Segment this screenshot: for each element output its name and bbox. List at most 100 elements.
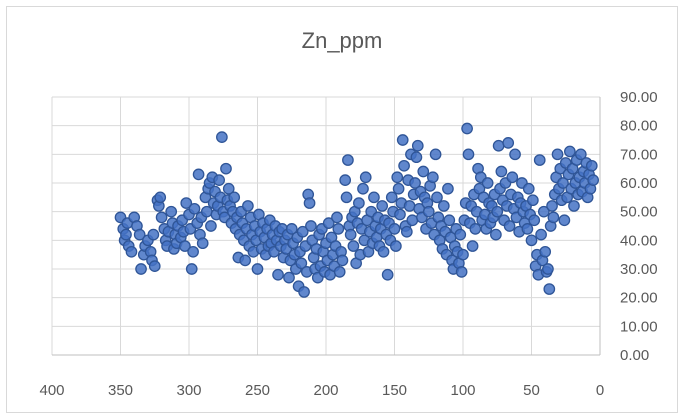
- y-tick-label: 0.00: [620, 347, 649, 364]
- data-point: [331, 211, 343, 224]
- data-point: [543, 283, 556, 295]
- data-point: [410, 151, 423, 164]
- data-point: [502, 137, 515, 149]
- data-point: [332, 223, 345, 235]
- y-tick-labels: 0.00 10.00 20.00 30.00 40.00 50.00 60.00 70.00 8…: [620, 89, 658, 364]
- data-point: [528, 214, 541, 227]
- x-tick-label: 300: [176, 382, 201, 399]
- data-point: [357, 182, 369, 195]
- data-point: [376, 200, 389, 212]
- chart-title: Zn_ppm: [301, 28, 383, 53]
- data-point: [533, 154, 546, 166]
- data-point: [539, 245, 552, 258]
- data-point: [283, 271, 295, 284]
- data-point: [521, 223, 534, 235]
- data-point: [417, 165, 430, 178]
- data-point: [509, 148, 521, 161]
- y-tick-label: 70.00: [620, 146, 658, 163]
- data-point: [342, 154, 354, 166]
- data-point: [492, 139, 505, 152]
- data-point: [251, 263, 264, 275]
- data-point: [466, 240, 479, 252]
- data-point: [568, 200, 580, 212]
- data-point: [585, 159, 598, 172]
- data-point: [205, 220, 217, 232]
- y-tick-label: 60.00: [620, 175, 658, 192]
- axis-lines: [52, 97, 601, 356]
- data-point: [125, 245, 138, 258]
- chart-frame: [6, 6, 678, 413]
- data-point: [503, 220, 516, 232]
- data-point: [305, 220, 317, 232]
- data-point: [396, 134, 409, 146]
- data-point: [462, 148, 475, 161]
- data-point: [154, 191, 167, 204]
- data-point: [216, 131, 228, 143]
- x-tick-label: 0: [596, 382, 604, 399]
- data-point: [155, 211, 168, 224]
- data-point: [185, 263, 198, 275]
- y-tick-label: 20.00: [620, 290, 658, 307]
- data-point: [437, 200, 450, 212]
- data-point: [213, 174, 225, 186]
- data-point: [133, 228, 146, 241]
- data-point: [322, 217, 335, 229]
- data-point: [222, 182, 235, 195]
- data-point: [547, 211, 560, 224]
- data-point: [490, 228, 502, 241]
- data-point: [587, 174, 600, 186]
- data-point: [296, 225, 309, 238]
- data-point: [564, 145, 576, 158]
- data-point: [527, 194, 539, 207]
- data-point: [535, 228, 547, 241]
- data-point: [431, 191, 443, 204]
- data-point: [391, 171, 404, 184]
- data-point: [551, 148, 564, 161]
- data-point: [542, 263, 554, 275]
- data-point: [390, 240, 402, 252]
- data-point: [537, 205, 550, 218]
- data-point: [298, 286, 310, 298]
- data-point: [522, 182, 535, 195]
- data-point: [377, 245, 390, 258]
- data-point: [574, 148, 587, 161]
- x-tick-label: 200: [313, 382, 338, 399]
- data-point: [469, 223, 482, 235]
- data-point: [406, 214, 419, 227]
- data-point: [394, 208, 406, 221]
- data-point: [368, 191, 380, 204]
- data-point: [442, 182, 454, 195]
- x-tick-label: 400: [39, 382, 64, 399]
- y-tick-label: 10.00: [620, 318, 658, 335]
- data-point: [454, 228, 467, 241]
- x-tick-label: 150: [382, 382, 407, 399]
- data-point: [457, 248, 469, 261]
- data-point: [557, 177, 569, 189]
- data-point: [422, 205, 435, 218]
- data-point: [165, 205, 178, 218]
- data-point: [427, 171, 439, 184]
- data-point: [220, 162, 232, 175]
- data-point: [188, 202, 201, 215]
- data-point: [285, 223, 298, 235]
- data-point: [187, 245, 199, 258]
- x-tick-label: 100: [450, 382, 475, 399]
- data-point: [120, 228, 132, 241]
- data-point: [353, 197, 365, 209]
- data-point: [196, 237, 209, 250]
- data-point: [403, 200, 416, 212]
- data-points: [114, 122, 600, 298]
- data-point: [180, 197, 193, 209]
- data-point: [398, 159, 410, 172]
- data-point: [525, 234, 538, 247]
- y-tick-label: 40.00: [620, 232, 658, 249]
- y-tick-label: 80.00: [620, 118, 658, 135]
- data-point: [481, 177, 494, 189]
- data-point: [385, 191, 398, 204]
- data-point: [340, 191, 353, 204]
- data-point: [429, 148, 442, 161]
- data-point: [388, 223, 401, 235]
- data-point: [409, 177, 421, 189]
- data-point: [392, 182, 405, 195]
